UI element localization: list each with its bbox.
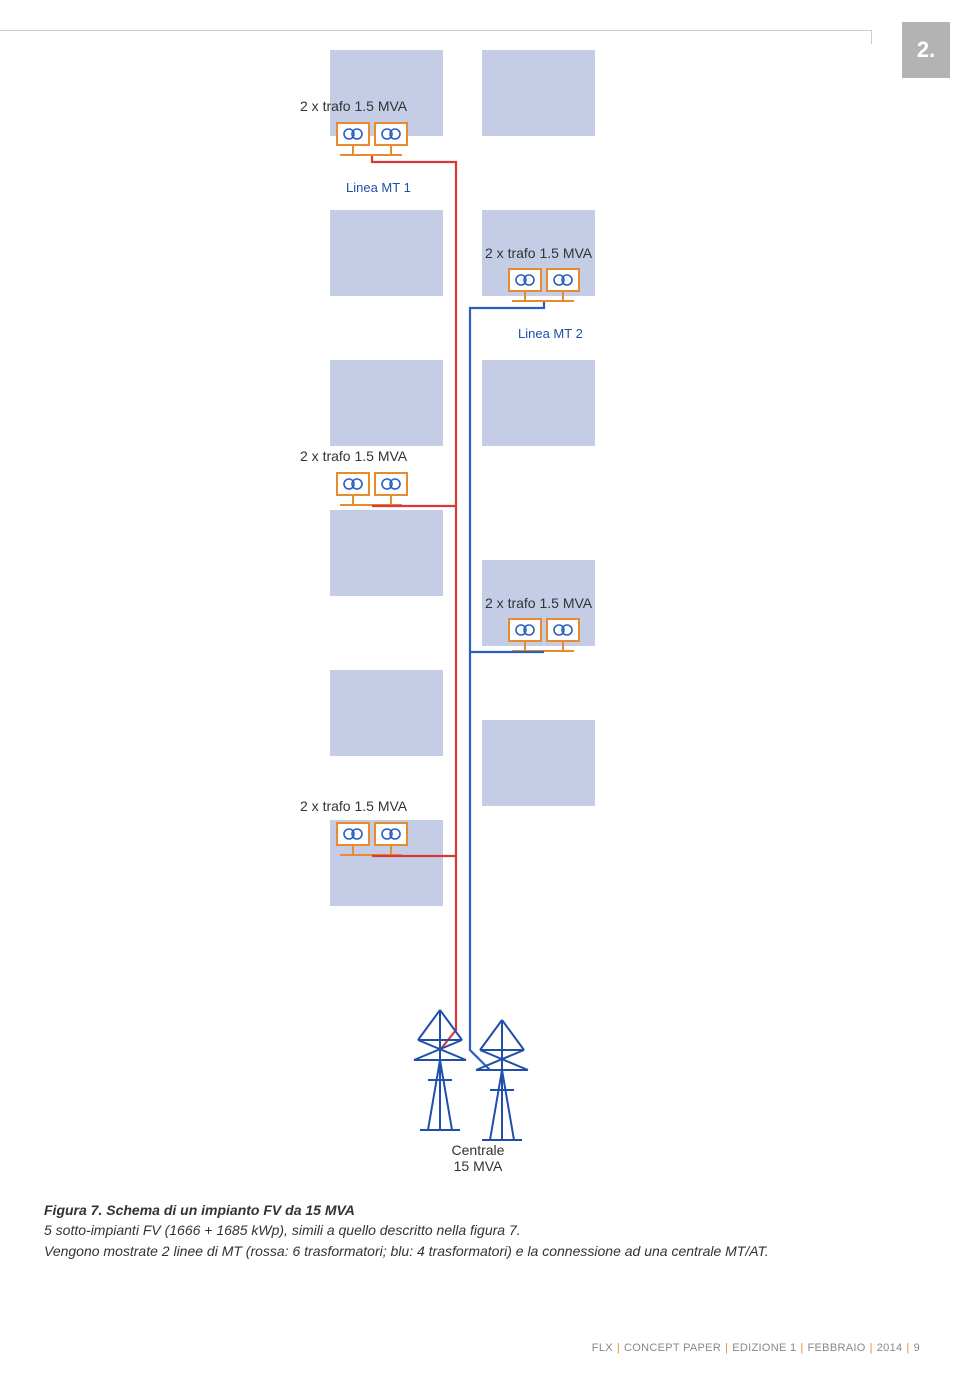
footer-year: 2014 (877, 1342, 903, 1354)
footer-page: 9 (914, 1342, 920, 1354)
footer-month: FEBBRAIO (808, 1342, 866, 1354)
mt-lines (280, 50, 680, 1180)
page-frame (0, 30, 872, 44)
caption-body: Vengono mostrate 2 linee di MT (rossa: 6… (44, 1243, 769, 1259)
footer-edition: EDIZIONE 1 (732, 1342, 796, 1354)
footer-brand: FLX (592, 1342, 613, 1354)
page-footer: FLX|CONCEPT PAPER|EDIZIONE 1|FEBBRAIO|20… (592, 1342, 920, 1354)
substation-label: Centrale 15 MVA (438, 1142, 518, 1174)
figure-caption: Figura 7. Schema di un impianto FV da 15… (44, 1200, 904, 1261)
diagram-container: 2 x trafo 1.5 MVA Linea MT 1 2 x trafo 1… (280, 50, 680, 1180)
caption-body: 5 sotto-impianti FV (1666 + 1685 kWp), s… (44, 1222, 521, 1238)
caption-title: Figura 7. Schema di un impianto FV da 15… (44, 1202, 355, 1218)
page-number-tab: 2. (902, 22, 950, 78)
footer-doctype: CONCEPT PAPER (624, 1342, 721, 1354)
